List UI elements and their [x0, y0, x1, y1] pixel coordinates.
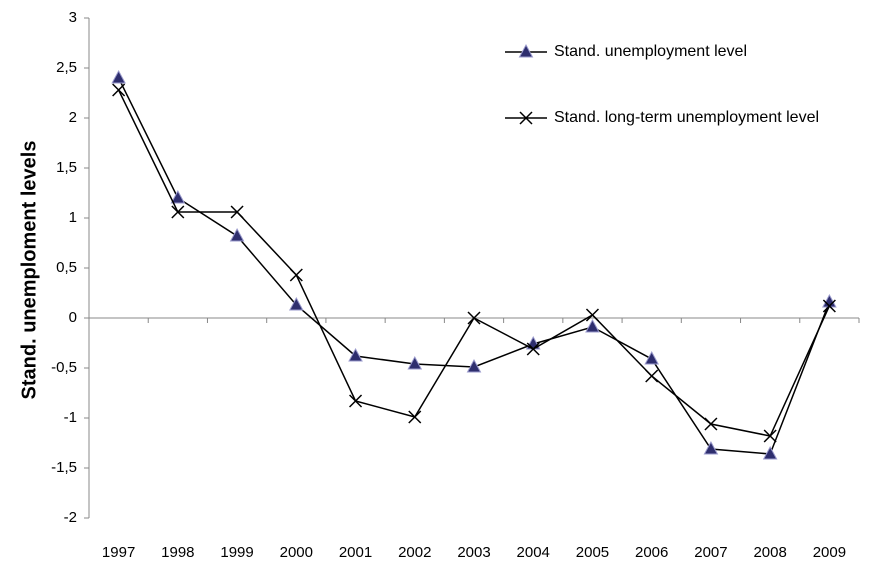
x-marker	[171, 205, 185, 219]
legend-label: Stand. long-term unemployment level	[554, 109, 820, 126]
y-tick-label: 2,5	[56, 59, 77, 76]
x-marker	[112, 83, 126, 97]
x-marker	[349, 394, 363, 408]
triangle-marker	[762, 445, 778, 460]
y-tick-label: -2	[64, 509, 77, 526]
y-tick-label: 2	[69, 109, 77, 126]
x-marker	[585, 308, 599, 322]
triangle-marker	[348, 347, 363, 362]
x-tick-label: 2006	[635, 544, 668, 561]
x-marker	[230, 205, 244, 219]
y-tick-label: 0,5	[56, 259, 77, 276]
y-axis-title: Stand. unemploment levels	[18, 141, 40, 400]
x-tick-label: 1999	[220, 544, 253, 561]
triangle-marker	[288, 296, 304, 311]
x-marker	[645, 369, 659, 383]
x-marker	[408, 410, 422, 424]
triangle-marker	[585, 318, 600, 333]
x-marker	[467, 311, 481, 325]
series-line	[117, 77, 831, 455]
y-tick-label: 0	[69, 309, 77, 326]
triangle-marker	[407, 355, 423, 370]
x-marker	[526, 342, 540, 356]
y-tick-label: -1	[64, 409, 77, 426]
x-marker	[763, 429, 777, 443]
x-tick-label: 2002	[398, 544, 431, 561]
y-tick-label: 1	[69, 209, 77, 226]
legend-marker	[518, 43, 534, 58]
triangle-marker	[466, 358, 482, 373]
legend-label: Stand. unemployment level	[554, 43, 747, 60]
y-tick-label: 3	[69, 9, 77, 26]
x-marker	[822, 299, 836, 313]
x-marker	[704, 417, 718, 431]
triangle-marker	[170, 189, 186, 204]
x-tick-label: 2008	[753, 544, 786, 561]
x-tick-label: 2009	[813, 544, 846, 561]
x-tick-label: 2005	[576, 544, 609, 561]
triangle-marker	[229, 227, 245, 242]
y-tick-label: -0,5	[51, 359, 77, 376]
x-tick-label: 2001	[339, 544, 372, 561]
triangle-marker	[703, 440, 719, 455]
triangle-marker	[644, 350, 660, 365]
x-tick-label: 2000	[280, 544, 313, 561]
x-tick-label: 2004	[517, 544, 550, 561]
y-tick-label: -1,5	[51, 459, 77, 476]
legend-marker	[519, 111, 533, 125]
x-tick-label: 1997	[102, 544, 135, 561]
x-tick-label: 2003	[457, 544, 490, 561]
y-tick-label: 1,5	[56, 159, 77, 176]
triangle-marker	[111, 69, 126, 84]
x-tick-label: 2007	[694, 544, 727, 561]
series-line	[117, 89, 831, 437]
x-tick-label: 1998	[161, 544, 194, 561]
x-marker	[289, 268, 303, 282]
